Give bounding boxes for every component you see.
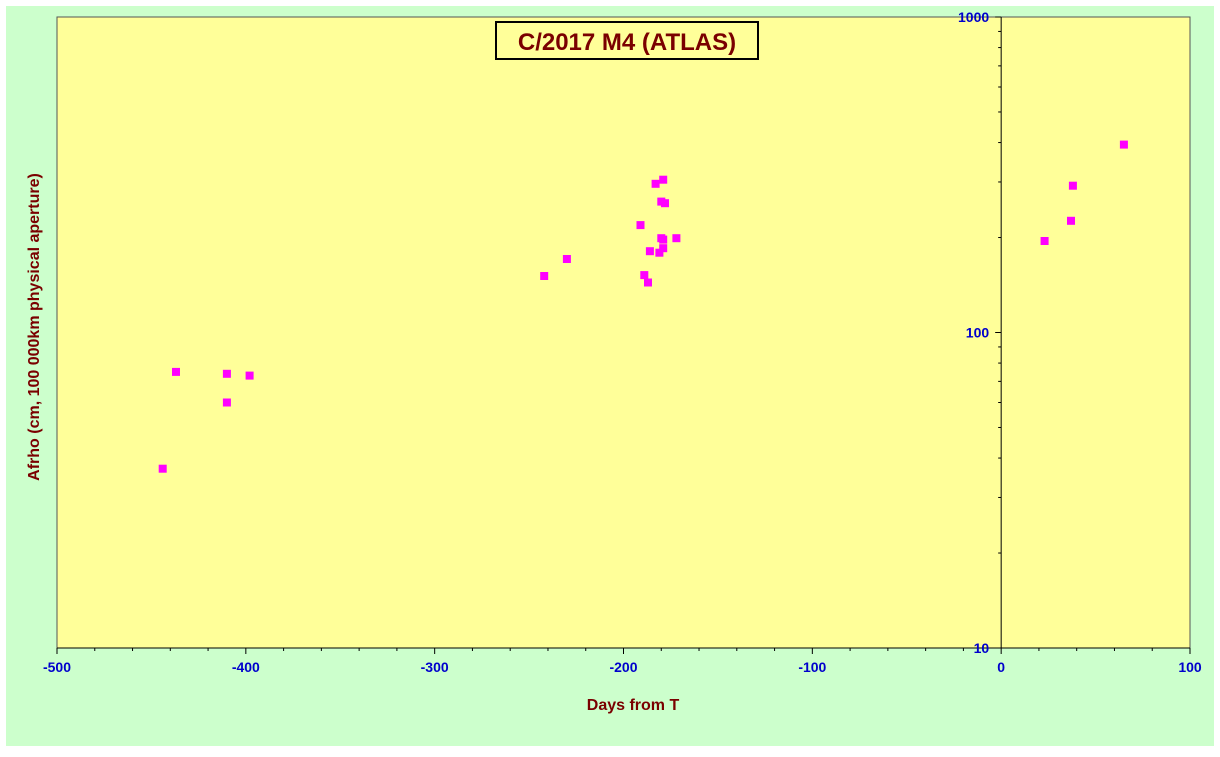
data-point [1067,216,1075,225]
plot-area [56,16,1191,649]
data-point [672,234,681,243]
data-point [659,235,668,244]
data-points [158,140,1128,473]
data-point [562,255,571,263]
x-axis-title: Days from T [587,697,680,714]
ticks-layer: -500 -400 -300 -200 -100 0 100 10 100 1000 [43,9,1202,675]
title-frame [495,21,759,60]
data-point [1068,181,1077,190]
data-point [172,367,180,376]
chart-title-box: C/2017 M4 (ATLAS) [495,21,759,60]
data-point [651,179,660,188]
chart-title: C/2017 M4 (ATLAS) [518,29,736,56]
data-point [540,272,549,280]
x-tick-label: -300 [421,659,449,675]
x-tick-label: -100 [798,659,826,675]
x-tick-label: -500 [43,659,71,675]
data-point [659,244,668,253]
data-point [644,278,652,287]
x-tick-label: 0 [997,659,1005,675]
data-point [1119,140,1128,149]
data-point [636,221,645,230]
data-point [659,175,668,184]
data-point [222,398,231,407]
data-point [245,371,254,380]
data-point [655,248,664,257]
data-point [1040,237,1049,245]
data-point [640,271,649,280]
data-point [645,247,654,256]
x-tick-label: -200 [609,659,637,675]
x-tick-label: 100 [1178,659,1202,675]
x-tick-label: -400 [232,659,260,675]
data-point [222,369,231,378]
y-tick-label: 10 [974,640,990,656]
y-axis-title: Afrho (cm, 100 000km physical aperture) [26,173,43,481]
data-point [661,199,669,208]
y-tick-label: 100 [966,325,990,341]
data-point [158,464,167,473]
y-tick-label: 1000 [958,9,989,25]
